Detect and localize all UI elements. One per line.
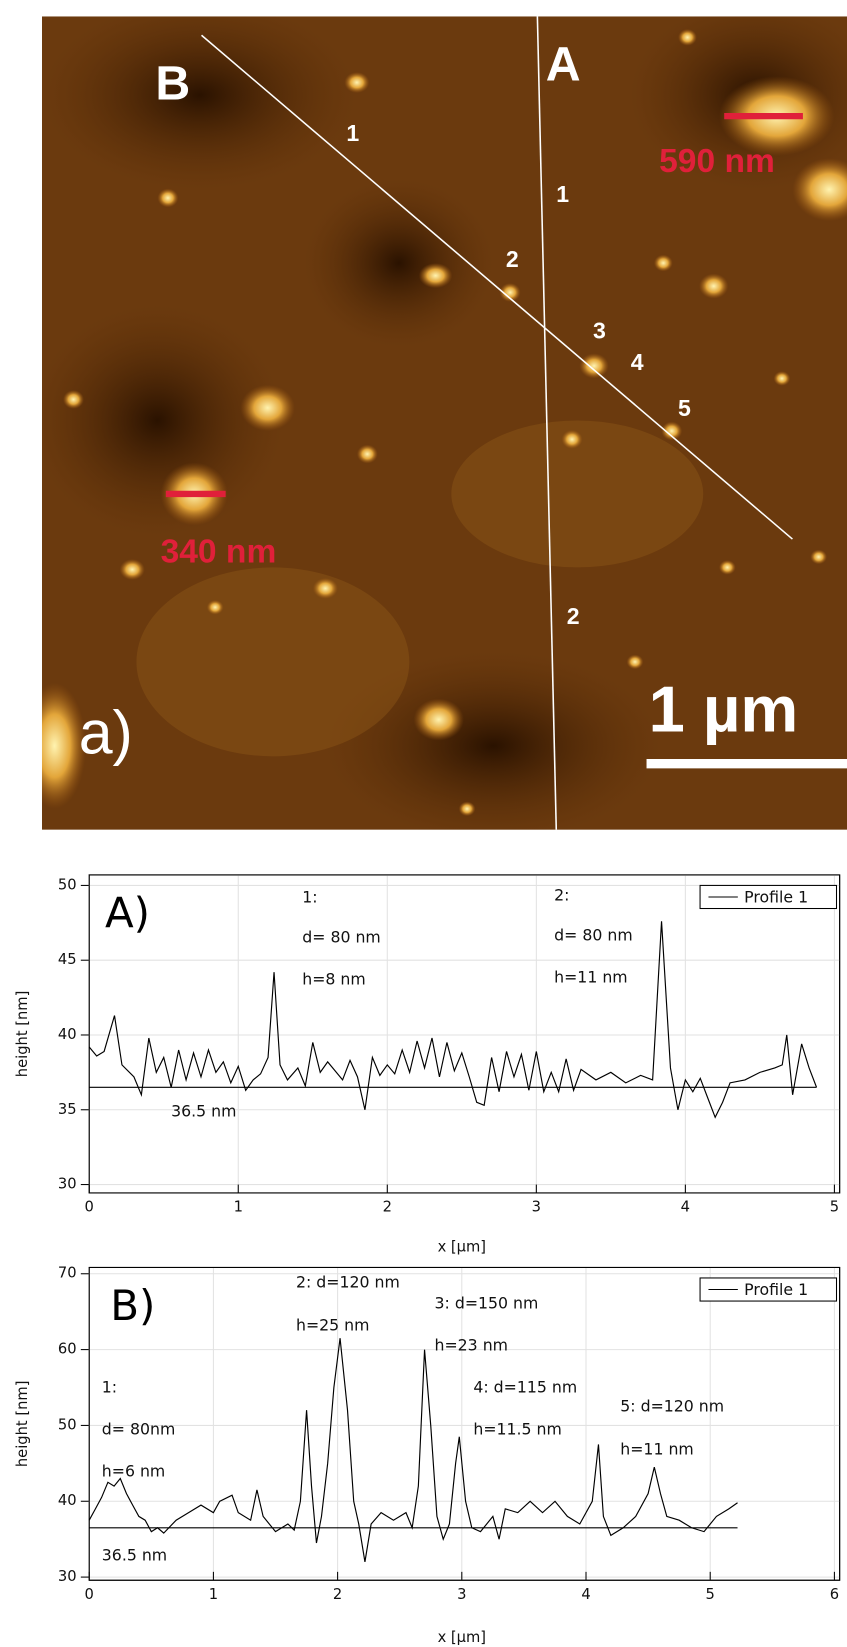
point-label: 1	[556, 181, 569, 207]
y-tick-label: 35	[58, 1101, 77, 1118]
point-label: 4	[631, 349, 644, 375]
annotation: h=23 nm	[435, 1336, 508, 1355]
plot-frame	[89, 1267, 839, 1580]
x-tick-label: 1	[234, 1199, 243, 1216]
afm-image: B A 1 2 1 2 3 4 5 590 nm 340 nm a) 1 µm	[23, 1, 847, 841]
y-tick-label: 40	[58, 1026, 77, 1043]
reference-label: 36.5 nm	[171, 1102, 236, 1121]
annotation: 2: d=120 nm	[296, 1273, 400, 1292]
annotation: d= 80 nm	[554, 925, 633, 944]
y-tick-label: 30	[58, 1568, 77, 1585]
x-tick-label: 2	[383, 1199, 392, 1216]
point-label: 3	[593, 317, 606, 343]
annotation: h=11 nm	[554, 967, 627, 986]
y-tick-label: 30	[58, 1176, 77, 1193]
y-tick-label: 50	[58, 1416, 77, 1433]
y-axis-label: height [nm]	[14, 991, 31, 1078]
legend-label: Profile 1	[744, 888, 808, 907]
point-label: 1	[346, 120, 359, 146]
x-tick-label: 0	[85, 1586, 94, 1603]
annotation: 5: d=120 nm	[620, 1397, 724, 1416]
chart-title: B)	[110, 1281, 155, 1330]
point-label: 2	[567, 603, 580, 629]
y-tick-label: 45	[58, 951, 77, 968]
annotation: 3: d=150 nm	[435, 1294, 539, 1313]
x-tick-label: 3	[532, 1199, 541, 1216]
annotation: h=6 nm	[102, 1462, 165, 1481]
x-axis-label: x [µm]	[438, 1239, 486, 1256]
figure: B A 1 2 1 2 3 4 5 590 nm 340 nm a) 1 µm …	[0, 0, 847, 1647]
legend-label: Profile 1	[744, 1280, 808, 1299]
size-label: 590 nm	[659, 143, 775, 180]
size-label: 340 nm	[161, 534, 277, 571]
annotation: h=8 nm	[302, 969, 365, 988]
x-tick-label: 6	[830, 1586, 839, 1603]
x-tick-label: 4	[681, 1199, 690, 1216]
x-tick-label: 4	[581, 1586, 590, 1603]
x-tick-label: 5	[706, 1586, 715, 1603]
y-tick-label: 70	[58, 1265, 77, 1282]
reference-label: 36.5 nm	[102, 1546, 167, 1565]
annotation: h=25 nm	[296, 1316, 369, 1335]
x-tick-label: 3	[457, 1586, 466, 1603]
y-tick-label: 60	[58, 1341, 77, 1358]
line-label: B	[155, 56, 190, 110]
chart-title: A)	[105, 888, 150, 937]
annotation: d= 80nm	[102, 1420, 176, 1439]
x-tick-label: 0	[85, 1199, 94, 1216]
annotation: 4: d=115 nm	[473, 1378, 577, 1397]
line-label: A	[546, 38, 581, 92]
x-axis-label: x [µm]	[438, 1629, 486, 1646]
x-tick-label: 2	[333, 1586, 342, 1603]
annotation: 1:	[102, 1378, 117, 1397]
x-tick-label: 1	[209, 1586, 218, 1603]
panel-label: a)	[79, 699, 133, 767]
x-tick-label: 5	[830, 1199, 839, 1216]
annotation: d= 80 nm	[302, 927, 381, 946]
annotation: h=11 nm	[620, 1440, 693, 1459]
y-tick-label: 40	[58, 1492, 77, 1509]
annotation: h=11.5 nm	[473, 1420, 561, 1439]
plot-frame	[89, 875, 839, 1193]
point-label: 5	[678, 395, 691, 421]
annotation: 2:	[554, 885, 569, 904]
y-axis-label: height [nm]	[14, 1381, 31, 1468]
annotation: 1:	[302, 888, 317, 907]
y-tick-label: 50	[58, 876, 77, 893]
point-label: 2	[506, 246, 519, 272]
scale-bar-label: 1 µm	[649, 673, 799, 746]
